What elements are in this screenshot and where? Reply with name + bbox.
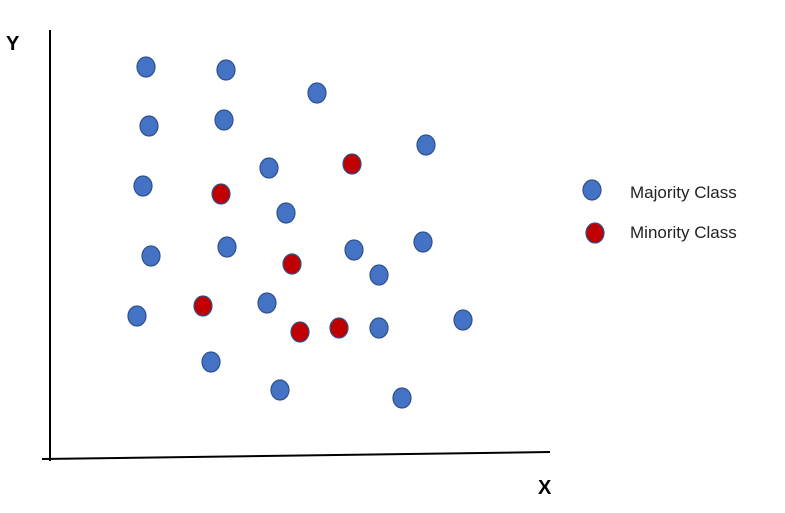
legend: Majority Class Minority Class — [582, 179, 737, 244]
majority-point — [139, 115, 159, 137]
legend-label: Minority Class — [630, 223, 737, 242]
majority-point — [416, 134, 436, 156]
majority-point — [136, 56, 156, 78]
minority-point — [342, 153, 362, 175]
majority-point — [201, 351, 221, 373]
minority-point — [193, 295, 213, 317]
x-axis — [41, 451, 551, 460]
majority-point — [257, 292, 277, 314]
legend-swatch — [582, 179, 602, 201]
majority-point — [307, 82, 327, 104]
majority-point — [259, 157, 279, 179]
majority-point — [216, 59, 236, 81]
majority-point — [127, 305, 147, 327]
majority-point — [344, 239, 364, 261]
y-axis-label: Y — [6, 33, 20, 55]
majority-point — [453, 309, 473, 331]
minority-point — [329, 317, 349, 339]
majority-point — [369, 264, 389, 286]
majority-point — [413, 231, 433, 253]
legend-label: Majority Class — [630, 183, 737, 202]
majority-point — [217, 236, 237, 258]
majority-point — [276, 202, 296, 224]
minority-point — [282, 253, 302, 275]
points — [127, 56, 473, 409]
minority-point — [211, 183, 231, 205]
minority-point — [290, 321, 310, 343]
x-axis-label: X — [538, 477, 552, 499]
majority-point — [270, 379, 290, 401]
majority-point — [214, 109, 234, 131]
majority-point — [133, 175, 153, 197]
majority-point — [392, 387, 412, 409]
majority-point — [369, 317, 389, 339]
legend-swatch — [585, 222, 605, 244]
majority-point — [141, 245, 161, 267]
